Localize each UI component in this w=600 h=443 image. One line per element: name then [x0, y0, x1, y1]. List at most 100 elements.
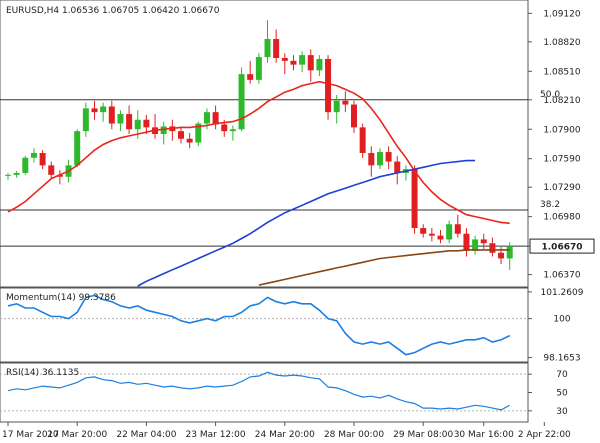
- price-panel: 50.0 38.2 EURUSD,H4 1.06536 1.06705 1.064…: [0, 0, 595, 288]
- price-tick-label: 1.08510: [543, 67, 580, 77]
- momentum-panel: Momentum(14) 99.3786 101.2609 100 98.1653: [0, 287, 584, 364]
- candle-body: [281, 58, 288, 61]
- candle-8: [74, 129, 81, 168]
- candle-41: [359, 123, 366, 158]
- candle-body: [411, 169, 418, 229]
- candle-body: [325, 58, 332, 113]
- candle-body: [247, 74, 254, 80]
- candle-35: [307, 49, 314, 82]
- candle-body: [126, 114, 133, 130]
- current-price-box: 1.06670: [529, 238, 595, 254]
- price-tick-label: 1.07900: [543, 125, 580, 135]
- price-tick-label: 1.06980: [543, 213, 580, 223]
- time-tick-label: 2 Apr 22:00: [518, 430, 571, 440]
- candle-body: [203, 112, 210, 124]
- candle-body: [342, 100, 349, 105]
- candle-38: [333, 95, 340, 124]
- momentum-tick-label: 98.1653: [543, 354, 580, 364]
- price-panel-title: EURUSD,H4 1.06536 1.06705 1.06420 1.0667…: [6, 6, 220, 16]
- candle-50: [437, 229, 444, 244]
- candle-28: [247, 60, 254, 84]
- candle-body: [212, 112, 219, 125]
- candle-body: [238, 74, 245, 130]
- current-price-label: 1.06670: [542, 243, 583, 253]
- candle-6: [56, 170, 63, 185]
- fib-levels: 50.0 38.2: [0, 90, 560, 247]
- candle-34: [299, 51, 306, 73]
- candle-body: [454, 224, 461, 234]
- candle-12: [108, 100, 115, 130]
- candle-26: [229, 125, 236, 141]
- candle-body: [385, 152, 392, 162]
- price-tick-label: 1.08820: [543, 38, 580, 48]
- price-tick-label: 1.07290: [543, 183, 580, 193]
- momentum-tick-label: 101.2609: [541, 288, 584, 298]
- candle-21: [186, 133, 193, 149]
- candle-body: [221, 124, 228, 132]
- rsi-line: [7, 371, 510, 411]
- candle-body: [446, 224, 453, 240]
- candle-29: [255, 53, 262, 84]
- momentum-axis: 101.2609 100 98.1653: [528, 288, 584, 364]
- candle-body: [100, 106, 107, 113]
- candle-14: [126, 105, 133, 134]
- momentum-line: [7, 294, 511, 356]
- candle-56: [489, 237, 496, 257]
- candle-40: [351, 100, 357, 134]
- candle-body: [420, 228, 427, 234]
- candle-body: [480, 239, 487, 244]
- candle-30: [264, 20, 271, 63]
- candle-body: [13, 172, 20, 175]
- candle-body: [489, 243, 496, 253]
- time-tick-label: 22 Mar 04:00: [116, 430, 176, 440]
- ma-line-0: [7, 80, 510, 225]
- candle-body: [307, 55, 314, 71]
- candle-body: [316, 58, 323, 71]
- rsi-tick-label: 50: [556, 389, 568, 399]
- candle-11: [100, 102, 107, 122]
- candle-24: [212, 105, 219, 130]
- candle-10: [91, 100, 98, 120]
- candle-body: [178, 131, 184, 139]
- candle-52: [454, 214, 461, 238]
- time-tick-label: 28 Mar 00:00: [324, 430, 384, 440]
- candle-body: [506, 246, 513, 259]
- candle-37: [325, 55, 332, 120]
- rsi-panel-title: RSI(14) 36.1135: [6, 368, 79, 378]
- candle-body: [134, 119, 141, 130]
- level-label-0: 50.0: [540, 90, 560, 100]
- candle-32: [281, 53, 288, 75]
- candle-3: [30, 148, 37, 163]
- candle-body: [48, 165, 55, 175]
- candle-47: [411, 165, 418, 234]
- candle-51: [446, 220, 453, 244]
- candle-49: [428, 228, 435, 242]
- candle-body: [428, 233, 435, 236]
- candle-18: [160, 121, 167, 145]
- rsi-tick-label: 30: [556, 407, 568, 417]
- candle-13: [117, 110, 124, 132]
- candle-body: [437, 235, 444, 240]
- candle-body: [195, 123, 202, 143]
- time-tick-label: 24 Mar 20:00: [255, 430, 315, 440]
- candle-body: [264, 39, 271, 58]
- candle-27: [238, 67, 245, 132]
- time-tick-label: 23 Mar 12:00: [186, 430, 246, 440]
- candle-body: [368, 153, 375, 166]
- candle-45: [394, 155, 401, 185]
- rsi-panel: RSI(14) 36.1135 70 50 30: [0, 362, 568, 423]
- level-label-1: 38.2: [540, 200, 560, 210]
- candle-body: [56, 174, 63, 177]
- candle-39: [342, 91, 349, 113]
- candle-53: [463, 228, 470, 257]
- time-tick-label: 20 Mar 20:00: [47, 430, 107, 440]
- candle-body: [91, 108, 98, 113]
- ma-line-1: [137, 159, 476, 287]
- price-tick-label: 1.07590: [543, 155, 580, 165]
- price-axis: 1.09120 1.08820 1.08510 1.08210 1.07900 1.075…: [528, 9, 595, 281]
- candle-body: [463, 233, 470, 251]
- momentum-series: [7, 294, 511, 356]
- candle-body: [108, 106, 115, 124]
